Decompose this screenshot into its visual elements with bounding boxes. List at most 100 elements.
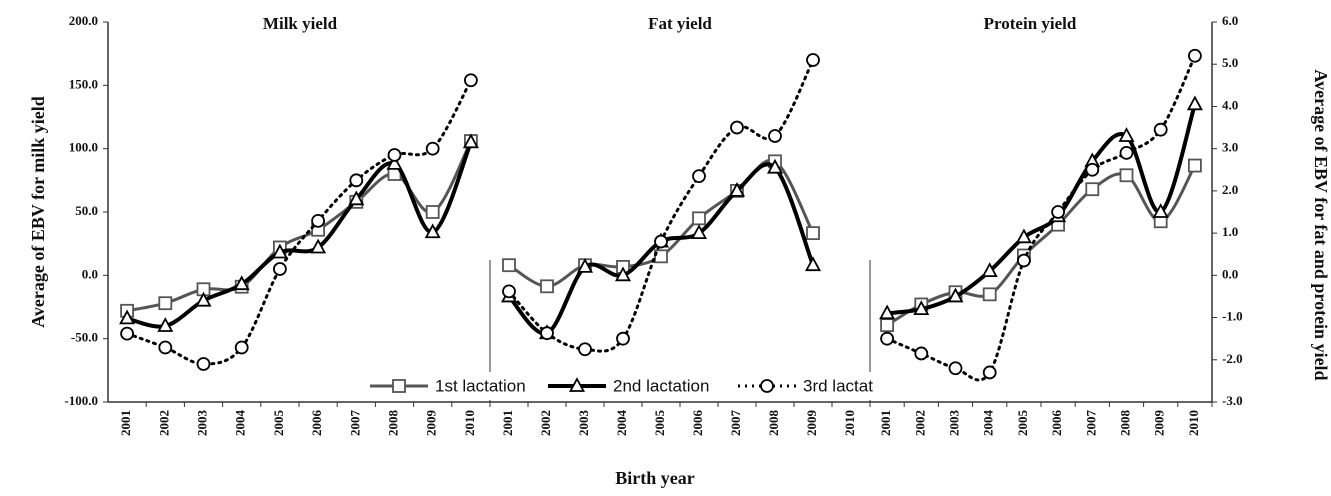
marker xyxy=(1152,203,1169,218)
y2-tick-label: 4.0 xyxy=(1222,97,1238,112)
marker xyxy=(982,287,997,302)
series-line xyxy=(507,158,815,288)
marker xyxy=(690,224,708,240)
y2-tick-label: 0.0 xyxy=(1222,266,1238,281)
marker xyxy=(654,249,668,264)
marker xyxy=(614,266,632,282)
y-tick-label: -100.0 xyxy=(64,393,98,408)
panel-title: Fat yield xyxy=(648,14,712,33)
y2-tick-label: -3.0 xyxy=(1222,393,1243,408)
y-tick-label: 150.0 xyxy=(69,76,98,91)
marker xyxy=(502,258,516,273)
marker xyxy=(157,317,174,332)
marker xyxy=(692,169,706,184)
marker xyxy=(948,361,963,376)
y2-tick-label: -1.0 xyxy=(1222,309,1243,324)
marker xyxy=(502,284,516,299)
x-tick-label: 2006 xyxy=(1049,410,1064,437)
marker xyxy=(1017,253,1031,268)
marker xyxy=(913,300,930,316)
marker xyxy=(1119,145,1134,160)
x-tick-label: 2003 xyxy=(576,410,591,437)
marker xyxy=(768,129,782,143)
legend-marker xyxy=(568,377,586,392)
y2-tick-label: 3.0 xyxy=(1222,140,1238,155)
marker xyxy=(196,357,211,371)
x-tick-label: 2005 xyxy=(271,410,286,437)
x-tick-label: 2008 xyxy=(766,410,781,437)
marker xyxy=(540,326,554,341)
y2-tick-label: 1.0 xyxy=(1222,224,1238,239)
y-tick-label: 100.0 xyxy=(69,140,98,155)
marker xyxy=(914,346,929,361)
series-line xyxy=(507,58,815,353)
legend-label: 1st lactation xyxy=(435,376,526,395)
y-tick-label: 0.0 xyxy=(82,266,98,281)
marker xyxy=(947,287,964,303)
legend-label: 2nd lactation xyxy=(613,376,709,395)
marker xyxy=(195,291,212,307)
marker xyxy=(730,120,744,135)
marker xyxy=(1118,127,1135,142)
series-line xyxy=(125,78,473,366)
x-tick-label: 2002 xyxy=(156,410,171,436)
marker xyxy=(386,154,403,170)
panel-title: Protein yield xyxy=(984,14,1077,33)
x-axis-title: Birth year xyxy=(615,468,694,488)
y-tick-label: -50.0 xyxy=(71,330,98,345)
x-tick-label: 2003 xyxy=(946,410,961,437)
x-tick-label: 2001 xyxy=(500,410,515,436)
marker xyxy=(728,181,746,197)
marker xyxy=(424,223,441,239)
x-tick-label: 2008 xyxy=(385,410,400,437)
x-tick-label: 2007 xyxy=(347,410,362,437)
x-tick-label: 2009 xyxy=(804,410,819,437)
marker xyxy=(880,331,894,346)
marker xyxy=(880,318,894,333)
x-tick-label: 2008 xyxy=(1117,410,1132,437)
marker xyxy=(806,226,820,241)
x-tick-label: 2009 xyxy=(1152,410,1167,437)
x-tick-label: 2004 xyxy=(614,410,629,437)
marker xyxy=(1186,95,1203,111)
y2-axis-title-box: Average of EBV for fat and protein yield xyxy=(1311,69,1331,381)
x-tick-label: 2004 xyxy=(233,410,248,437)
marker xyxy=(425,141,440,156)
x-tick-label: 2005 xyxy=(1015,410,1030,437)
x-tick-label: 2005 xyxy=(652,410,667,437)
y2-tick-label: -2.0 xyxy=(1222,351,1243,366)
marker xyxy=(576,257,594,273)
x-tick-label: 2003 xyxy=(194,410,209,437)
legend-marker xyxy=(760,379,774,393)
marker xyxy=(1015,228,1032,244)
marker xyxy=(349,173,364,188)
marker xyxy=(119,309,136,325)
panel-title: Milk yield xyxy=(263,14,338,33)
x-tick-label: 2007 xyxy=(728,410,743,437)
marker xyxy=(982,365,997,380)
marker xyxy=(692,211,706,226)
marker xyxy=(1085,182,1100,197)
x-tick-label: 2006 xyxy=(690,410,705,437)
series-line xyxy=(125,140,473,329)
series-line xyxy=(507,162,815,336)
y-axis-title: Average of EBV for milk yield xyxy=(28,96,48,327)
x-tick-label: 2010 xyxy=(462,410,477,436)
marker xyxy=(1085,162,1100,177)
marker xyxy=(1153,122,1168,137)
series-line xyxy=(885,54,1197,382)
y2-tick-label: 2.0 xyxy=(1222,182,1238,197)
marker xyxy=(387,148,402,162)
marker xyxy=(616,331,630,346)
y2-axis-title: Average of EBV for fat and protein yield xyxy=(1311,69,1331,381)
marker xyxy=(462,133,479,149)
marker xyxy=(271,243,288,259)
y2-tick-label: 5.0 xyxy=(1222,55,1238,70)
marker xyxy=(1188,48,1202,63)
marker xyxy=(806,53,820,67)
marker xyxy=(766,158,784,174)
legend-box xyxy=(365,372,895,400)
x-tick-label: 2006 xyxy=(309,410,324,437)
marker xyxy=(158,296,173,311)
